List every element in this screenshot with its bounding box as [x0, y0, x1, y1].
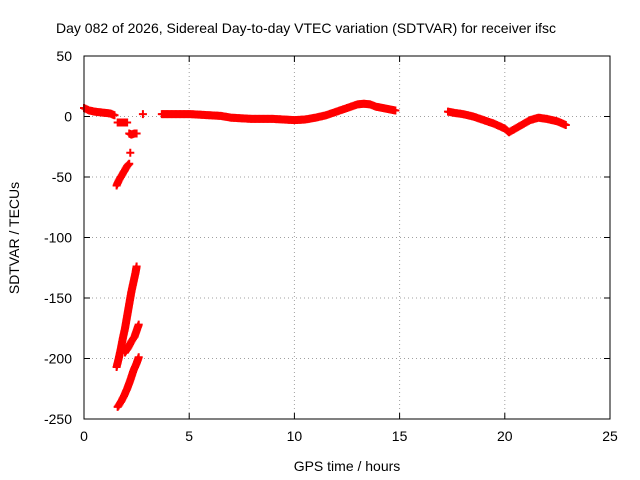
data-point — [125, 159, 134, 168]
y-tick-label: 50 — [56, 48, 72, 64]
x-axis-title: GPS time / hours — [294, 458, 401, 474]
x-tick-label: 0 — [80, 428, 88, 444]
data-point — [132, 262, 141, 271]
data-point — [138, 110, 147, 119]
y-tick-label: -250 — [44, 411, 72, 427]
data-point — [134, 353, 143, 362]
data-point — [134, 320, 143, 329]
data-point — [123, 118, 132, 127]
data-point — [391, 106, 400, 115]
x-tick-label: 10 — [287, 428, 303, 444]
data-point — [561, 120, 570, 129]
y-tick-label: -100 — [44, 230, 72, 246]
y-tick-label: -50 — [52, 169, 72, 185]
y-axis-title: SDTVAR / TECUs — [6, 182, 22, 294]
data-point — [110, 111, 119, 120]
x-tick-label: 25 — [602, 428, 618, 444]
x-tick-label: 20 — [497, 428, 513, 444]
axis-ticks: 0 5 10 15 20 25 -250 -200 -150 -100 -50 0 50 — [44, 48, 618, 444]
y-tick-label: -150 — [44, 290, 72, 306]
data-point — [126, 148, 135, 157]
chart-title: Day 082 of 2026, Sidereal Day-to-day VTE… — [56, 20, 556, 36]
x-tick-label: 5 — [185, 428, 193, 444]
data-points — [80, 99, 570, 411]
y-tick-label: 0 — [64, 109, 72, 125]
x-tick-label: 15 — [392, 428, 408, 444]
data-point — [132, 129, 141, 138]
y-tick-label: -200 — [44, 351, 72, 367]
